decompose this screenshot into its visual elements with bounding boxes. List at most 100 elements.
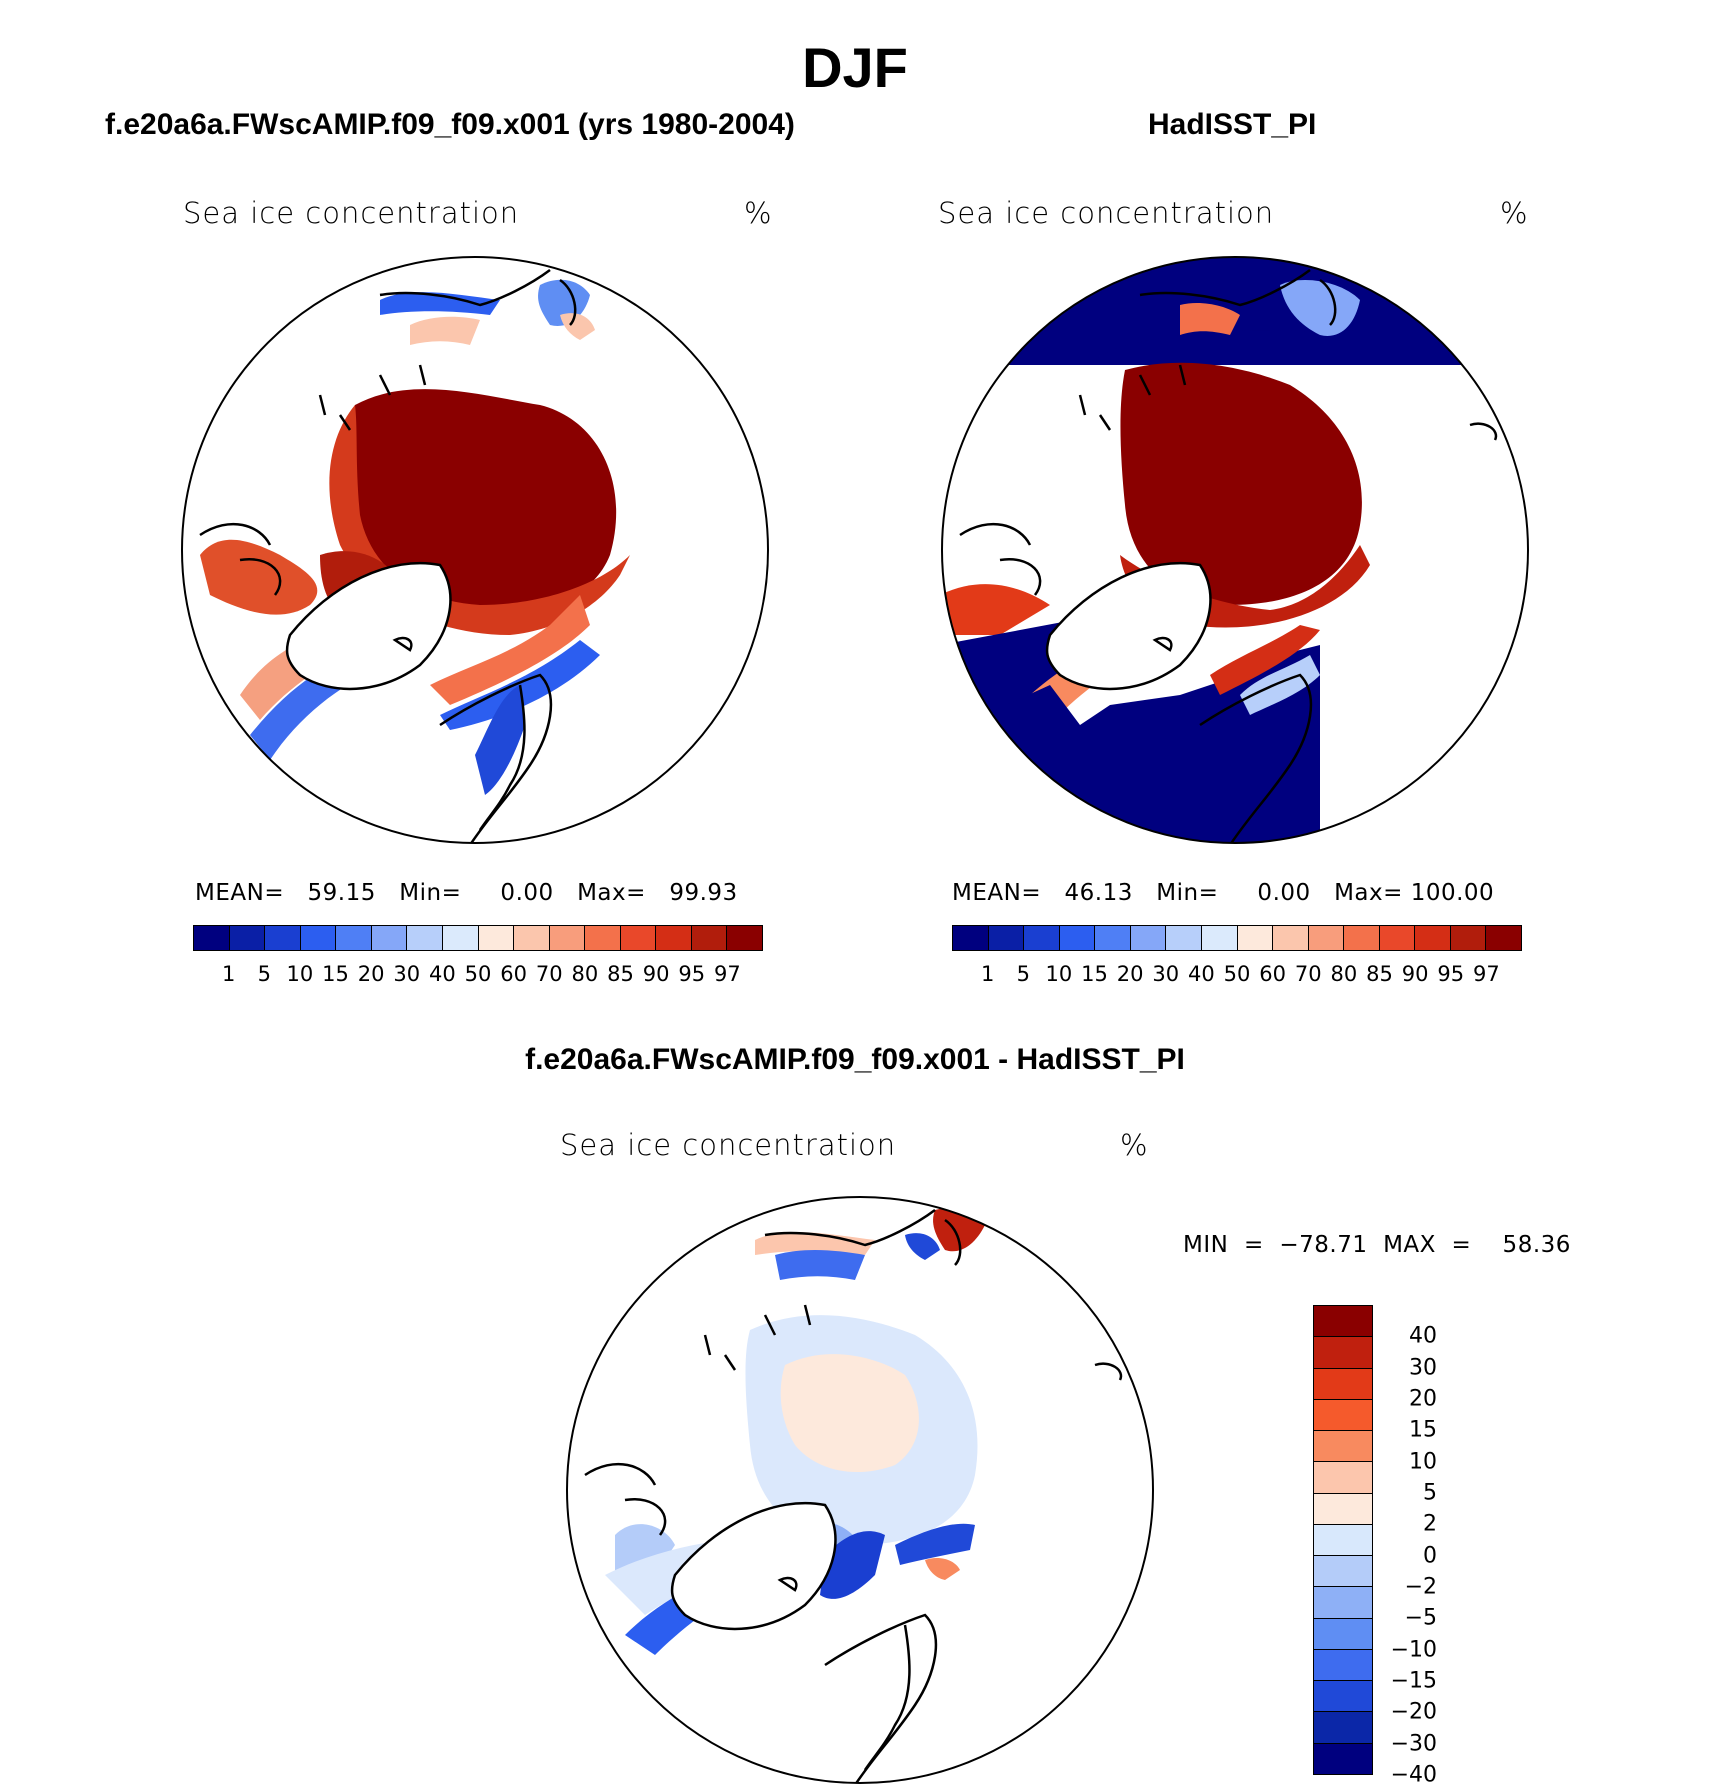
left-colorbar (193, 925, 763, 951)
right-colorbar-tick-label: 15 (1081, 962, 1108, 986)
left-colorbar-swatch (407, 926, 443, 950)
diff-panel-title: f.e20a6a.FWscAMIP.f09_f09.x001 - HadISST… (525, 1043, 1185, 1076)
right-colorbar-labels: 1 5 10 15 20 30 40 50 60 70 80 85 90 95 97 (952, 962, 1522, 988)
left-colorbar-swatch (478, 926, 515, 950)
diff-colorbar-tick-label: −15 (1390, 1668, 1437, 1694)
left-colorbar-tick-label: 60 (500, 962, 527, 986)
right-colorbar (952, 925, 1522, 951)
right-colorbar-tick-label: 1 (980, 962, 995, 986)
right-colorbar-swatch (1308, 926, 1345, 950)
left-colorbar-swatch (620, 926, 657, 950)
right-colorbar-tick-label: 50 (1223, 962, 1251, 986)
left-colorbar-tick-label: 70 (535, 962, 563, 986)
diff-colorbar-swatch (1314, 1618, 1372, 1650)
right-colorbar-swatch (1201, 926, 1238, 950)
right-colorbar-swatch (1166, 926, 1202, 950)
left-colorbar-tick-label: 80 (571, 962, 599, 986)
diff-colorbar-tick-label: −40 (1390, 1762, 1437, 1788)
left-unit-label: % (744, 196, 773, 230)
left-colorbar-tick-label: 97 (714, 962, 741, 986)
left-colorbar-swatch (585, 926, 621, 950)
left-colorbar-swatch (514, 926, 550, 950)
left-colorbar-tick-label: 30 (393, 962, 421, 986)
diff-polar-map (566, 1196, 1154, 1784)
diff-colorbar-tick-label: 20 (1409, 1386, 1437, 1412)
right-colorbar-tick-label: 60 (1259, 962, 1286, 986)
right-colorbar-swatch (1024, 926, 1060, 950)
right-colorbar-tick-label: 70 (1294, 962, 1322, 986)
diff-stats: MIN = −78.71 MAX = 58.36 (1183, 1232, 1571, 1258)
left-colorbar-swatch (549, 926, 586, 950)
left-colorbar-swatch (656, 926, 692, 950)
right-var-label: Sea ice concentration (938, 196, 1275, 230)
diff-var-label: Sea ice concentration (560, 1128, 897, 1162)
left-panel-title: f.e20a6a.FWscAMIP.f09_f09.x001 (yrs 1980… (105, 108, 795, 141)
right-polar-map (941, 256, 1529, 844)
right-unit-label: % (1500, 196, 1529, 230)
diff-colorbar-tick-label: −2 (1404, 1574, 1437, 1600)
right-colorbar-swatch (1273, 926, 1309, 950)
diff-colorbar-swatch (1314, 1493, 1372, 1525)
right-colorbar-tick-label: 20 (1116, 962, 1144, 986)
diff-colorbar-tick-label: −5 (1404, 1605, 1437, 1631)
diff-colorbar-swatch (1314, 1649, 1372, 1682)
right-colorbar-swatch (1237, 926, 1274, 950)
left-colorbar-swatch (300, 926, 337, 950)
diff-colorbar-tick-label: 0 (1423, 1543, 1437, 1569)
right-colorbar-tick-label: 40 (1188, 962, 1215, 986)
right-colorbar-swatch (953, 926, 989, 950)
right-colorbar-swatch (1344, 926, 1380, 950)
right-colorbar-tick-label: 30 (1152, 962, 1180, 986)
left-colorbar-swatch (727, 926, 762, 950)
right-colorbar-tick-label: 80 (1330, 962, 1358, 986)
diff-colorbar-tick-label: 30 (1409, 1355, 1437, 1381)
right-stats: MEAN= 46.13 Min= 0.00 Max= 100.00 (952, 880, 1495, 906)
right-colorbar-tick-label: 85 (1366, 962, 1393, 986)
left-colorbar-tick-label: 50 (464, 962, 492, 986)
right-colorbar-tick-label: 10 (1045, 962, 1073, 986)
figure-title: DJF (802, 36, 908, 99)
right-colorbar-swatch (1095, 926, 1131, 950)
left-colorbar-tick-label: 95 (678, 962, 706, 986)
diff-colorbar-tick-label: −10 (1390, 1637, 1437, 1663)
left-colorbar-swatch (336, 926, 372, 950)
diff-colorbar-swatch (1314, 1743, 1372, 1774)
left-colorbar-tick-label: 90 (642, 962, 670, 986)
diff-colorbar-tick-label: 2 (1423, 1511, 1437, 1537)
diff-colorbar-labels: 40 30 20 15 10 5 2 0 −2 −5 −10 −15 −20 −30 −40 (1385, 1305, 1465, 1788)
diff-colorbar-swatch (1314, 1337, 1372, 1369)
left-colorbar-swatch (194, 926, 230, 950)
left-colorbar-tick-label: 5 (257, 962, 271, 986)
diff-colorbar-tick-label: −30 (1390, 1731, 1437, 1757)
left-colorbar-swatch (691, 926, 728, 950)
right-colorbar-swatch (988, 926, 1025, 950)
left-stats: MEAN= 59.15 Min= 0.00 Max= 99.93 (195, 880, 738, 906)
diff-colorbar-swatch (1314, 1306, 1372, 1338)
diff-colorbar-swatch (1314, 1462, 1372, 1494)
left-colorbar-swatch (371, 926, 408, 950)
diff-colorbar-swatch (1314, 1368, 1372, 1400)
right-colorbar-swatch (1486, 926, 1521, 950)
diff-colorbar-swatch (1314, 1431, 1372, 1463)
right-colorbar-swatch (1415, 926, 1451, 950)
diff-colorbar-swatch (1314, 1681, 1372, 1713)
left-colorbar-tick-label: 85 (607, 962, 634, 986)
diff-colorbar (1313, 1305, 1373, 1775)
left-colorbar-tick-label: 20 (357, 962, 385, 986)
diff-colorbar-tick-label: 40 (1409, 1323, 1437, 1349)
diff-colorbar-swatch (1314, 1399, 1372, 1432)
diff-unit-label: % (1120, 1128, 1149, 1162)
left-var-label: Sea ice concentration (183, 196, 520, 230)
diff-colorbar-tick-label: 5 (1423, 1480, 1437, 1506)
left-colorbar-tick-label: 15 (322, 962, 349, 986)
left-colorbar-tick-label: 10 (286, 962, 314, 986)
right-colorbar-tick-label: 5 (1016, 962, 1030, 986)
left-polar-map (181, 256, 769, 844)
left-colorbar-tick-label: 40 (429, 962, 456, 986)
right-colorbar-tick-label: 95 (1437, 962, 1465, 986)
diff-colorbar-tick-label: 15 (1409, 1417, 1437, 1443)
diff-colorbar-tick-label: 10 (1409, 1449, 1437, 1475)
right-panel-title: HadISST_PI (1148, 108, 1317, 141)
diff-colorbar-swatch (1314, 1712, 1372, 1744)
left-colorbar-labels: 1 5 10 15 20 30 40 50 60 70 80 85 90 95 97 (193, 962, 763, 988)
